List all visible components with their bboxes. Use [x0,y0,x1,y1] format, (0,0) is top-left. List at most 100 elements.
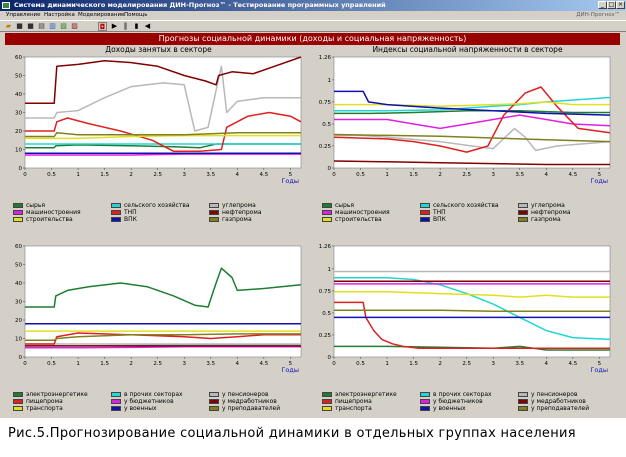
legend-label: у медработников [222,398,277,405]
legend-label: электроэнергетике [335,391,397,398]
series-line [25,153,301,156]
app-icon [2,2,10,9]
legend-label: ТНП [124,209,137,216]
chart-panel-income-groups: 0 0.5 1 1.5 2 2.5 3 3.5 4 4.5 5 0 10 20 30 40 50 60 Годы эл… [5,234,312,416]
legend-label: у военных [433,405,466,412]
series-line [333,160,610,166]
maximize-button[interactable]: □ [607,1,616,9]
chart-title: Доходы занятых в секторе [105,45,212,54]
chart-canvas: 0 0.5 1 1.5 2 2.5 3 3.5 4 4.5 5 0 0.25 0.5 0.75 1 1.26 Го… [319,244,611,374]
legend-label: у пенсионеров [531,391,578,398]
series-line [334,276,611,341]
x-tick-label: 0.5 [47,172,56,178]
save-icon[interactable]: ■ [16,22,23,30]
legend-label: в прочих секторах [433,391,492,398]
legend-swatch [111,399,121,404]
legend-swatch [13,392,23,397]
legend-swatch [518,392,528,397]
x-axis-label: Годы [590,177,608,185]
series-line [334,309,610,312]
y-tick-label: 0.75 [319,100,332,106]
legend-label: пищепрома [335,398,372,405]
series-line [334,291,610,298]
legend-label: сельского хозяйства [124,202,190,209]
disk-icon[interactable]: ■ [27,22,34,30]
x-tick-label: 1.5 [409,361,418,367]
legend-label: у военных [124,405,157,412]
x-tick-label: 3.5 [515,361,524,367]
x-tick-label: 1 [385,361,389,367]
chart-canvas: 0 0.5 1 1.5 2 2.5 3 3.5 4 4.5 5 0 0.25 0.5 0.75 1 1.26 Го… [319,55,611,185]
legend-label: нефтепрома [531,209,571,216]
legend-label: у бюджетников [433,398,483,405]
series-line [25,111,302,153]
series-line [25,65,301,132]
legend-swatch [13,203,23,208]
y-tick-label: 60 [15,55,22,61]
toolbar: ▰ ■ ■ ▤ ▥ ▧ ▨ ◘ ▶ ‖ ▮ ◀ [0,20,626,32]
x-tick-label: 1.5 [409,172,418,178]
open-folder-icon[interactable]: ▰ [5,22,12,30]
series-line [334,127,611,152]
x-tick-label: 2 [438,361,442,367]
x-tick-label: 4 [236,361,240,367]
legend-swatch [209,406,219,411]
x-tick-label: 4.5 [259,361,268,367]
x-tick-label: 0 [23,361,27,367]
x-tick-label: 5 [598,172,602,178]
series-line [333,86,611,153]
legend-label: пищепрома [26,398,63,405]
menu-item-settings[interactable]: Настройка [44,12,75,18]
series-line [25,267,302,308]
x-tick-label: 5 [289,361,293,367]
legend-label: ТНП [433,209,446,216]
x-tick-label: 4.5 [568,172,577,178]
x-tick-label: 5 [289,172,293,178]
y-tick-label: 50 [15,74,22,80]
export-icon[interactable]: ▧ [60,22,67,30]
chart-panel-tension: Индексы социальной напряженности в секто… [314,45,621,227]
legend-swatch [518,406,528,411]
legend-swatch [209,217,219,222]
x-tick-label: 3.5 [515,172,524,178]
plot-area [24,56,302,169]
legend-label: углепрома [222,202,256,209]
legend-swatch [518,399,528,404]
x-tick-label: 0 [332,361,336,367]
legend-label: сырья [335,202,354,209]
play-icon[interactable]: ▶ [111,22,118,30]
legend-swatch [322,203,332,208]
x-tick-label: 1.5 [100,172,109,178]
legend-label: транспорта [335,405,372,412]
menu-bar: Управление Настройка Моделирование Помощ… [0,11,626,20]
menu-item-control[interactable]: Управление [6,12,41,18]
legend-swatch [420,392,430,397]
legend-label: транспорта [26,405,63,412]
x-tick-label: 2.5 [153,172,162,178]
close-button[interactable]: × [616,1,625,9]
legend-swatch [13,399,23,404]
run-model-icon[interactable]: ◘ [98,22,107,31]
minimize-button[interactable]: _ [598,1,607,9]
title-bar: Система динамического моделирования ДИН-… [0,0,626,11]
y-tick-label: 0 [19,355,23,361]
pause-icon[interactable]: ‖ [123,22,128,30]
chart-icon[interactable]: ▥ [49,22,56,30]
back-icon[interactable]: ◀ [144,22,151,30]
legend-swatch [111,203,121,208]
model-icon[interactable]: ▨ [71,22,78,30]
legend-swatch [13,406,23,411]
x-tick-label: 0.5 [356,361,365,367]
x-tick-label: 0.5 [47,361,56,367]
x-tick-label: 4 [545,361,549,367]
legend-label: газпрома [531,216,561,223]
menu-item-modeling[interactable]: Моделирование [78,12,125,18]
plot-area [333,245,611,358]
x-tick-label: 2.5 [462,172,471,178]
menu-item-help[interactable]: Помощь [124,12,148,18]
stop-icon[interactable]: ▮ [134,22,139,30]
print-icon[interactable]: ▤ [38,22,45,30]
legend-swatch [322,392,332,397]
